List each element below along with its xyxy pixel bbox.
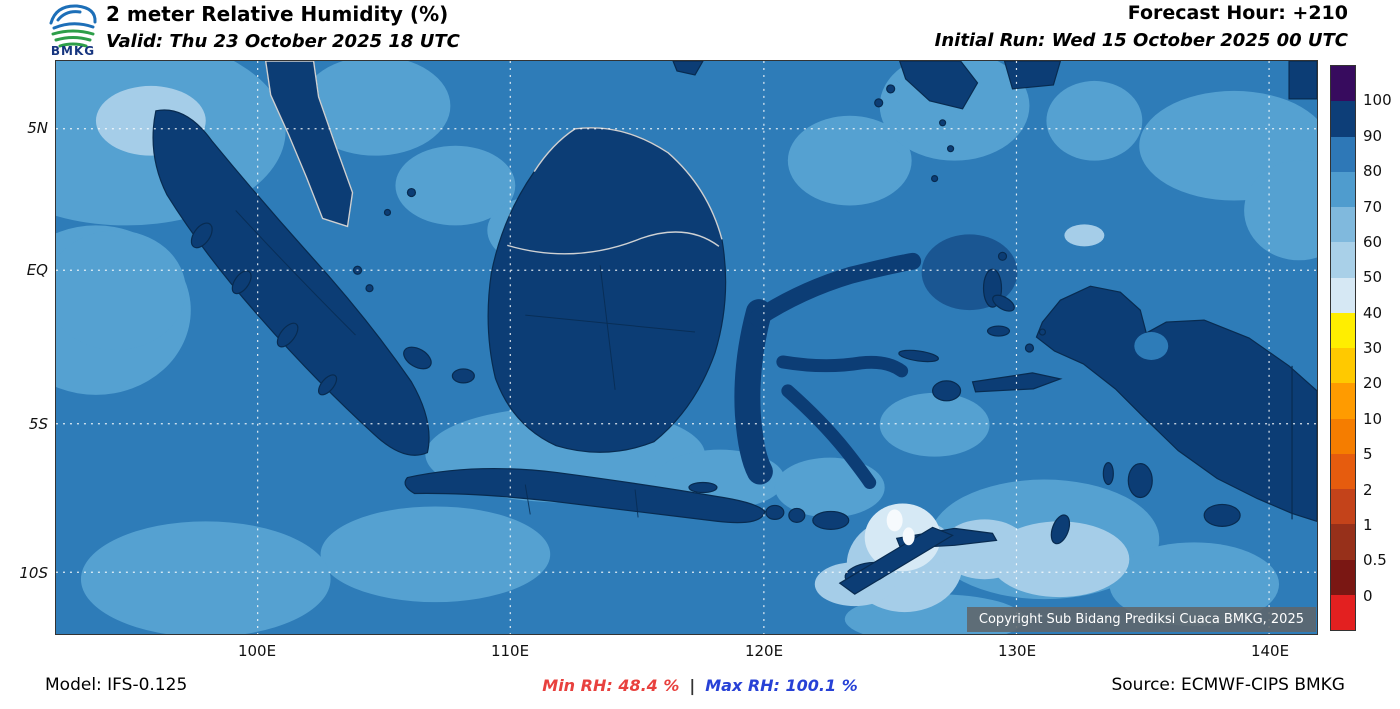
colorbar-segment	[1331, 136, 1355, 172]
bmkg-logo-label: BMKG	[50, 44, 96, 58]
colorbar-tick-label: 40	[1363, 303, 1383, 322]
gridlines	[56, 61, 1317, 634]
cenderawasih-bay	[1134, 332, 1169, 360]
colorbar-tick-label: 70	[1363, 197, 1383, 216]
colorbar-tick-label: 2	[1363, 480, 1373, 499]
java	[404, 467, 766, 524]
lon-label-140e: 140E	[1250, 642, 1290, 660]
colorbar-tick-label: 0.5	[1363, 551, 1387, 570]
page-title: 2 meter Relative Humidity (%)	[106, 2, 449, 26]
foreign-coastlines	[264, 61, 723, 255]
colorbar-tick-label: 5	[1363, 445, 1373, 464]
lat-label-5n: 5N	[27, 119, 48, 137]
colorbar-segment	[1331, 171, 1355, 207]
colorbar-tick-label: 20	[1363, 374, 1383, 393]
forecast-hour: Forecast Hour: +210	[1127, 2, 1348, 24]
colorbar-segment	[1331, 348, 1355, 384]
copyright-watermark: Copyright Sub Bidang Prediksi Cuaca BMKG…	[966, 607, 1316, 632]
humidity-map-graphic	[56, 61, 1317, 634]
colorbar-segment	[1331, 489, 1355, 525]
colorbar-tick-label: 30	[1363, 339, 1383, 357]
colorbar-segment	[1331, 453, 1355, 489]
lat-label-5s: 5S	[28, 415, 48, 433]
colorbar-segment	[1331, 524, 1355, 560]
papua	[1035, 285, 1317, 523]
min-rh-text: Min RH: 48.4 %	[542, 676, 680, 695]
colorbar-gradient	[1330, 65, 1356, 631]
colorbar-segment	[1331, 242, 1355, 278]
colorbar-tick-label: 50	[1363, 268, 1383, 287]
colorbar-segment	[1331, 383, 1355, 419]
lat-label-10s: 10S	[19, 564, 48, 582]
colorbar-segment	[1331, 207, 1355, 243]
colorbar-segment	[1331, 277, 1355, 313]
minmax-separator: |	[689, 676, 696, 695]
mindanao	[899, 61, 979, 110]
low-rh-spots	[886, 509, 915, 546]
lon-label-100e: 100E	[237, 642, 277, 660]
province-borders	[235, 210, 696, 518]
source-label: Source: ECMWF-CIPS BMKG	[1111, 675, 1345, 695]
initial-run: Initial Run: Wed 15 October 2025 00 UTC	[934, 30, 1348, 51]
lon-label-120e: 120E	[744, 642, 784, 660]
max-rh-text: Max RH: 100.1 %	[705, 676, 858, 695]
colorbar-segment	[1331, 594, 1355, 630]
lon-label-110e: 110E	[490, 642, 530, 660]
colorbar-tick-label: 100	[1363, 91, 1392, 110]
colorbar-tick-label: 60	[1363, 232, 1383, 251]
valid-time: Valid: Thu 23 October 2025 18 UTC	[106, 31, 460, 52]
map-canvas: Copyright Sub Bidang Prediksi Cuaca BMKG…	[55, 60, 1318, 635]
sulawesi	[734, 252, 922, 490]
bmkg-logo	[49, 4, 97, 48]
colorbar-tick-label: 90	[1363, 126, 1383, 145]
colorbar-segment	[1331, 101, 1355, 137]
colorbar-segment	[1331, 312, 1355, 348]
ocean-light-patches	[56, 61, 1317, 634]
timor	[838, 526, 954, 595]
land-layer	[152, 61, 1317, 595]
colorbar-ticks: 100 90 80 70 60 50 40 30 20 10 5 2 1 0.5 0	[1363, 65, 1399, 631]
colorbar-tick-label: 0	[1363, 586, 1373, 605]
colorbar-segment	[1331, 418, 1355, 454]
model-label: Model: IFS-0.125	[45, 675, 188, 695]
lon-label-130e: 130E	[997, 642, 1037, 660]
colorbar-tick-label: 80	[1363, 162, 1383, 181]
colorbar-segment	[1331, 66, 1355, 102]
header-right: Forecast Hour: +210 Initial Run: Wed 15 …	[935, 2, 1348, 51]
colorbar-tick-label: 1	[1363, 515, 1373, 534]
colorbar-tick-label: 10	[1363, 409, 1383, 428]
rh-minmax: Min RH: 48.4 % | Max RH: 100.1 %	[542, 676, 857, 695]
lat-label-eq: EQ	[26, 261, 48, 279]
colorbar-segment	[1331, 559, 1355, 595]
